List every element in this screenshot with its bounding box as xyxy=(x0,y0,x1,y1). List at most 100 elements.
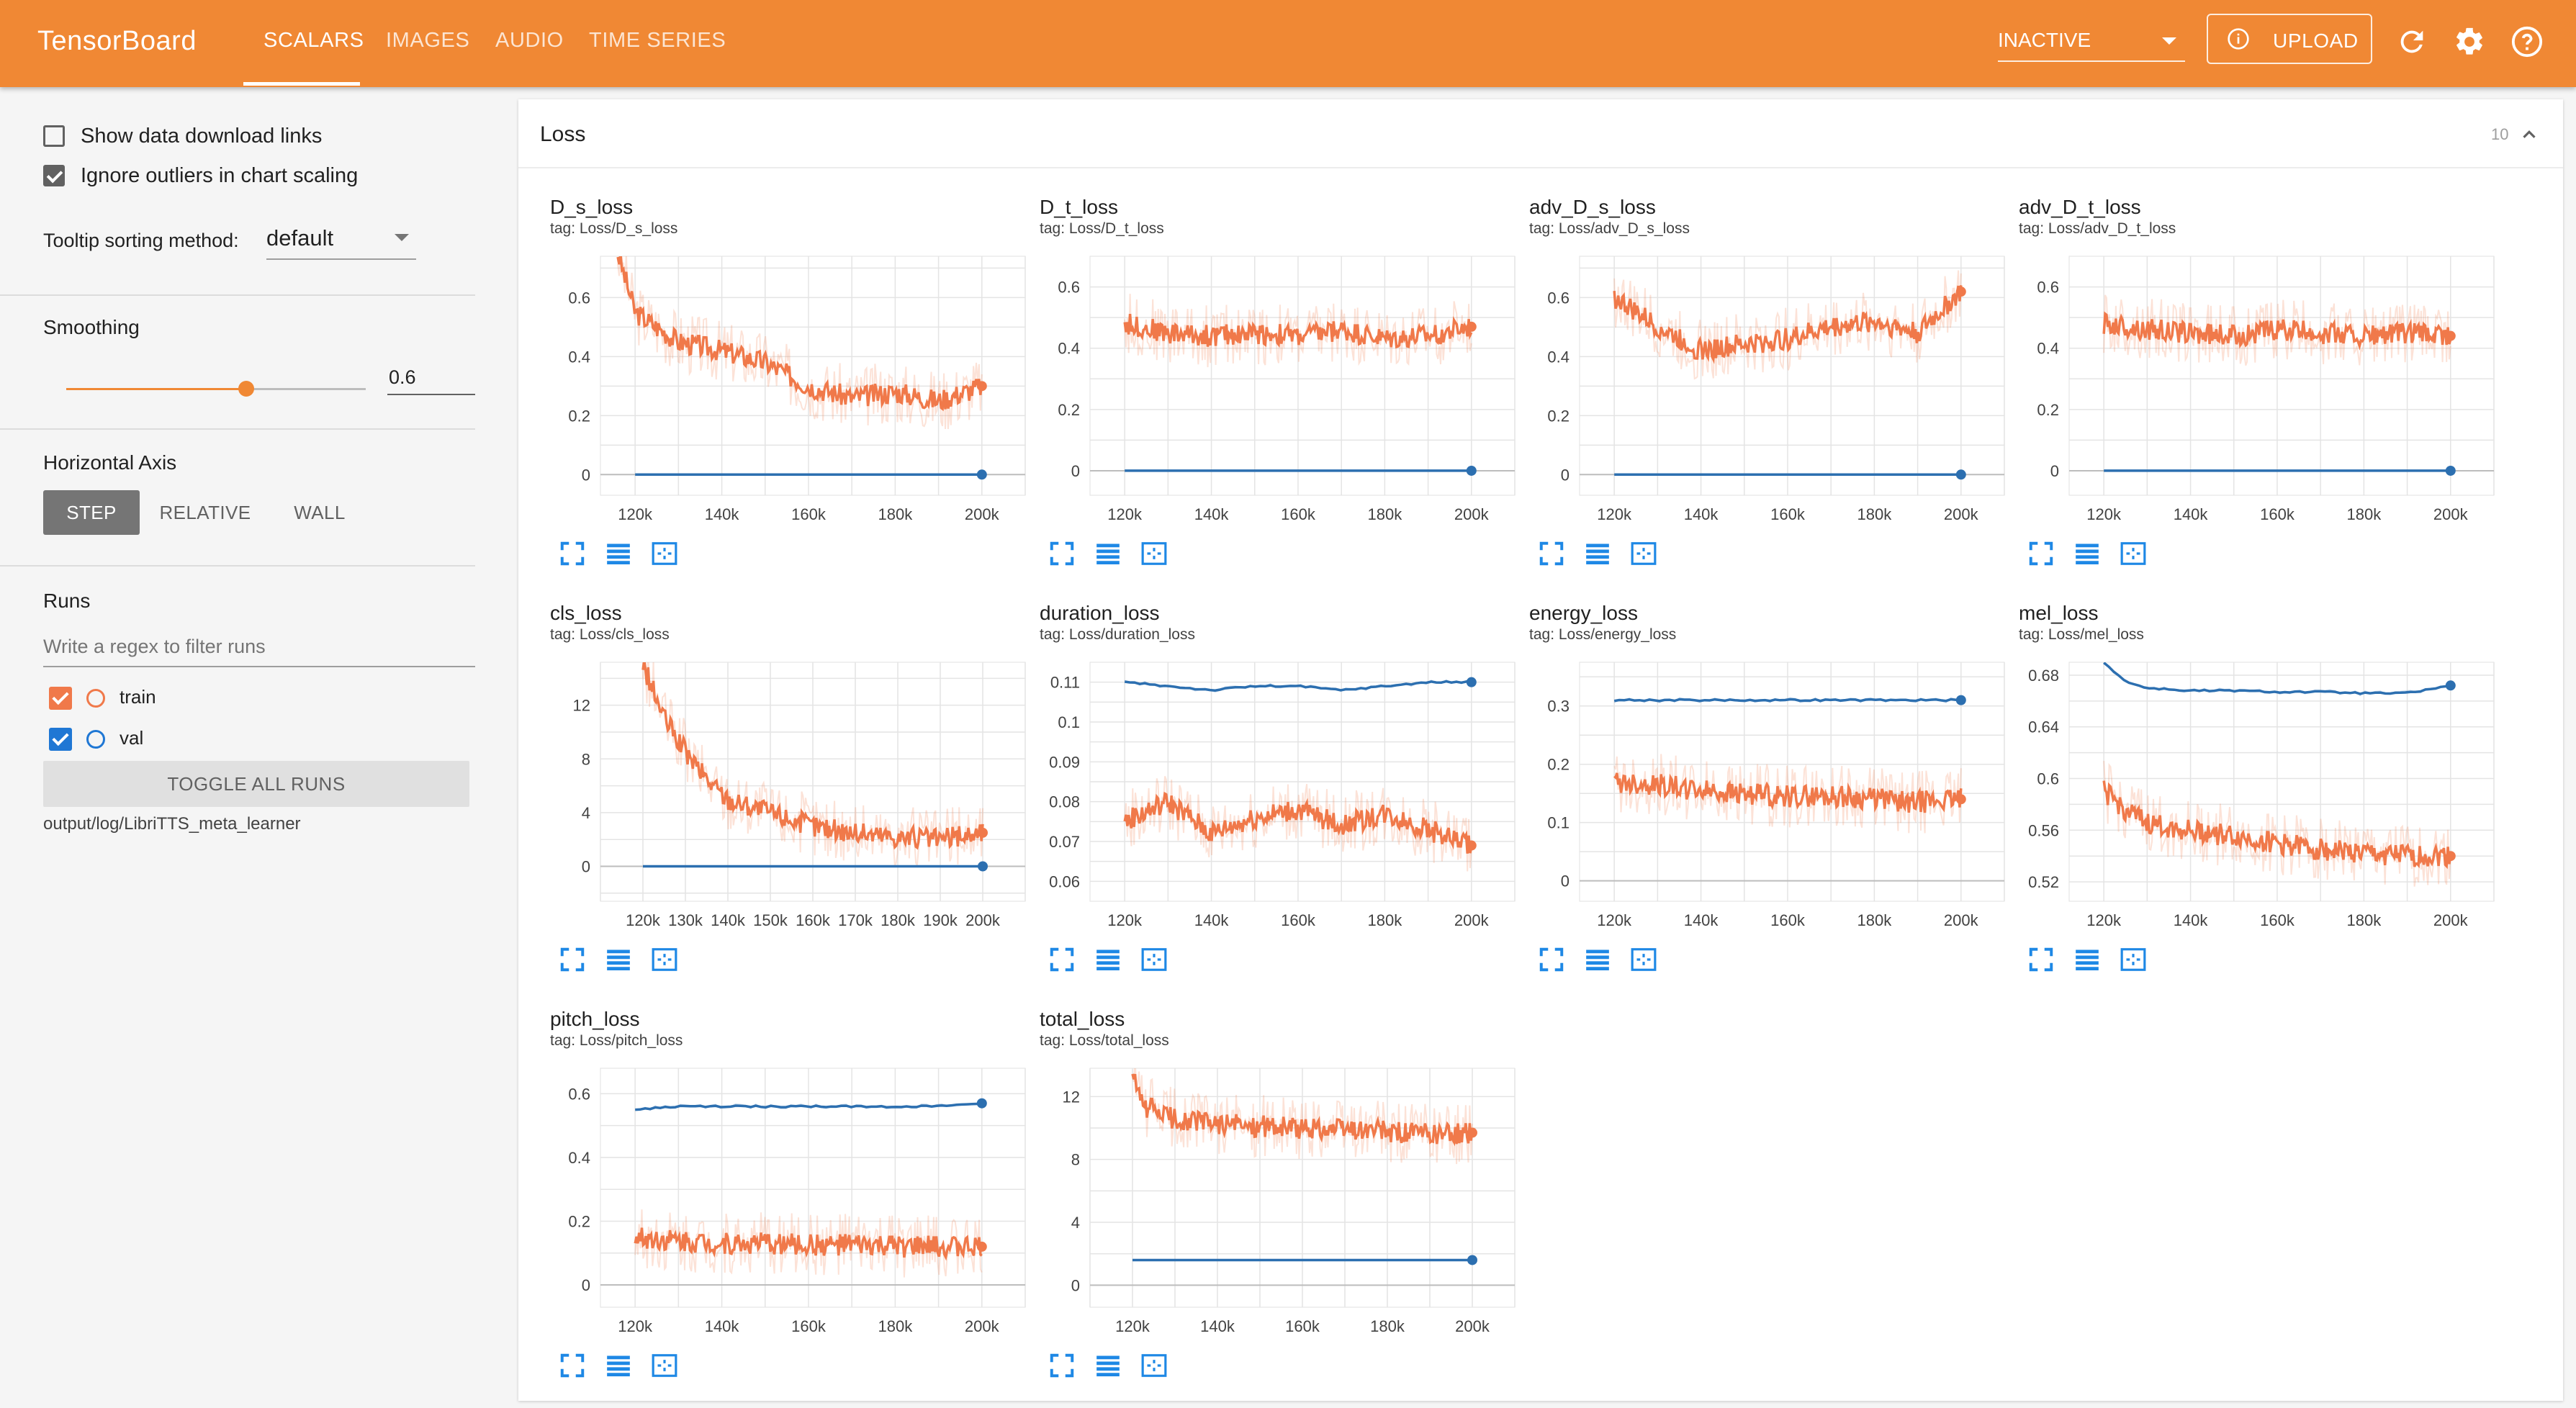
fit-domain-icon[interactable] xyxy=(1630,540,1657,567)
fit-domain-icon[interactable] xyxy=(651,1352,678,1379)
plot-area xyxy=(1579,256,2005,496)
group-count: 10 xyxy=(2491,125,2509,143)
fullscreen-icon[interactable] xyxy=(559,1352,586,1379)
run-val-color-icon xyxy=(86,730,105,749)
fit-domain-icon[interactable] xyxy=(651,540,678,567)
fullscreen-icon[interactable] xyxy=(1048,946,1076,973)
fit-domain-icon[interactable] xyxy=(2120,540,2147,567)
tab-scalars[interactable]: SCALARS xyxy=(264,29,364,52)
chart-D-t-loss: D_t_loss tag: Loss/D_t_loss 0 0.2 0.4 0.6 120k… xyxy=(1038,196,1516,596)
log-scale-list-icon[interactable] xyxy=(2073,946,2101,973)
x-tick-label: 140k xyxy=(705,1317,740,1335)
log-scale-list-icon[interactable] xyxy=(605,946,632,973)
tab-time-series[interactable]: TIME SERIES xyxy=(589,29,726,52)
chart-plot[interactable]: 0.52 0.56 0.6 0.64 0.68 120k 140k 160k 180k 200k xyxy=(2017,649,2507,937)
series-train-line xyxy=(1613,772,1963,813)
chart-title: adv_D_t_loss xyxy=(2019,196,2141,218)
card-header[interactable]: Loss 10 xyxy=(518,99,2563,168)
log-scale-list-icon[interactable] xyxy=(1584,946,1611,973)
x-tick-label: 200k xyxy=(1455,1317,1490,1335)
y-tick-label: 0 xyxy=(582,858,590,876)
chart-cls-loss: cls_loss tag: Loss/cls_loss 0 4 8 12 120k 130k 1… xyxy=(549,602,1026,1002)
settings-icon[interactable] xyxy=(2453,25,2486,58)
chart-title: adv_D_s_loss xyxy=(1529,196,1656,218)
chart-plot[interactable]: 0 0.2 0.4 0.6 120k 140k 160k 180k 200k xyxy=(1528,243,2017,531)
axis-step-button[interactable]: STEP xyxy=(43,490,140,535)
fit-domain-icon[interactable] xyxy=(2120,946,2147,973)
fit-domain-icon[interactable] xyxy=(1140,540,1168,567)
chart-plot[interactable]: 0 0.1 0.2 0.3 120k 140k 160k 180k 200k xyxy=(1528,649,2017,937)
chevron-up-icon[interactable] xyxy=(2518,124,2540,145)
chart-plot[interactable]: 0.06 0.07 0.08 0.09 0.1 0.11 120k 140k 160k 180k 2… xyxy=(1038,649,1528,937)
fit-domain-icon[interactable] xyxy=(651,946,678,973)
x-tick-label: 120k xyxy=(618,505,653,523)
x-tick-label: 180k xyxy=(2347,505,2382,523)
ignore-outliers-checkbox[interactable] xyxy=(43,165,65,186)
chart-plot[interactable]: 0 0.2 0.4 0.6 120k 140k 160k 180k 200k xyxy=(1038,243,1528,531)
log-scale-list-icon[interactable] xyxy=(1094,1352,1122,1379)
fullscreen-icon[interactable] xyxy=(1048,1352,1076,1379)
chart-tag: tag: Loss/adv_D_s_loss xyxy=(1529,220,1690,237)
help-icon[interactable] xyxy=(2510,25,2544,58)
upload-button[interactable]: UPLOAD xyxy=(2207,14,2372,64)
log-scale-list-icon[interactable] xyxy=(1094,946,1122,973)
top-app-bar: TensorBoard SCALARS IMAGES AUDIO TIME SE… xyxy=(0,0,2576,87)
chart-title: D_t_loss xyxy=(1040,196,1118,218)
tooltip-sorting-select[interactable]: default xyxy=(266,221,416,260)
series-train-end-point xyxy=(1955,794,1966,805)
slider-thumb[interactable] xyxy=(238,381,254,397)
chart-adv-D-s-loss: adv_D_s_loss tag: Loss/adv_D_s_loss 0 0.2 0.… xyxy=(1528,196,2005,596)
fullscreen-icon[interactable] xyxy=(1048,540,1076,567)
chart-tag: tag: Loss/D_s_loss xyxy=(550,220,678,237)
y-tick-label: 4 xyxy=(1071,1214,1080,1232)
series-train-line xyxy=(616,256,983,412)
toggle-all-runs-button[interactable]: TOGGLE ALL RUNS xyxy=(43,761,469,807)
fullscreen-icon[interactable] xyxy=(559,540,586,567)
divider xyxy=(0,428,475,430)
fullscreen-icon[interactable] xyxy=(1538,946,1565,973)
show-download-links-checkbox[interactable] xyxy=(43,125,65,147)
axis-relative-button[interactable]: RELATIVE xyxy=(159,502,251,523)
log-scale-list-icon[interactable] xyxy=(2073,540,2101,567)
log-scale-list-icon[interactable] xyxy=(1584,540,1611,567)
series-train-end-point xyxy=(1955,286,1966,297)
chart-plot[interactable]: 0 4 8 12 120k 130k 140k 150k 160k 170k 180k 190k 200… xyxy=(549,649,1038,937)
series-train-line xyxy=(1613,285,1963,364)
fit-domain-icon[interactable] xyxy=(1630,946,1657,973)
run-val-checkbox[interactable] xyxy=(49,728,72,751)
run-train-checkbox[interactable] xyxy=(49,687,72,710)
tab-audio[interactable]: AUDIO xyxy=(495,29,564,52)
chart-plot[interactable]: 0 0.2 0.4 0.6 120k 140k 160k 180k 200k xyxy=(549,1055,1038,1343)
runs-label: Runs xyxy=(43,590,91,612)
y-tick-label: 0 xyxy=(2050,462,2059,480)
fullscreen-icon[interactable] xyxy=(559,946,586,973)
sidebar: Show data download links Ignore outliers… xyxy=(0,87,510,1401)
series-train-raw-line xyxy=(1613,270,1962,380)
chart-plot[interactable]: 0 0.2 0.4 0.6 120k 140k 160k 180k 200k xyxy=(549,243,1038,531)
fit-domain-icon[interactable] xyxy=(1140,946,1168,973)
chart-plot[interactable]: 0 4 8 12 120k 140k 160k 180k 200k xyxy=(1038,1055,1528,1343)
fullscreen-icon[interactable] xyxy=(1538,540,1565,567)
smoothing-input[interactable]: 0.6 xyxy=(387,358,475,395)
x-tick-label: 180k xyxy=(1857,911,1893,929)
runs-filter-input[interactable]: Write a regex to filter runs xyxy=(43,633,475,667)
series-val-line xyxy=(1124,680,1472,692)
fullscreen-icon[interactable] xyxy=(2027,946,2055,973)
log-scale-list-icon[interactable] xyxy=(605,1352,632,1379)
smoothing-slider[interactable] xyxy=(66,375,366,404)
y-tick-label: 0 xyxy=(582,1276,590,1294)
refresh-icon[interactable] xyxy=(2395,25,2428,58)
fit-domain-icon[interactable] xyxy=(1140,1352,1168,1379)
status-select[interactable]: INACTIVE xyxy=(1998,26,2185,62)
fullscreen-icon[interactable] xyxy=(2027,540,2055,567)
y-tick-label: 0.68 xyxy=(2028,667,2059,685)
log-scale-list-icon[interactable] xyxy=(605,540,632,567)
chart-title: cls_loss xyxy=(550,602,622,624)
chart-plot[interactable]: 0 0.2 0.4 0.6 120k 140k 160k 180k 200k xyxy=(2017,243,2507,531)
axis-wall-button[interactable]: WALL xyxy=(294,502,346,523)
y-tick-label: 0.2 xyxy=(1058,401,1080,419)
log-scale-list-icon[interactable] xyxy=(1094,540,1122,567)
y-tick-label: 0.2 xyxy=(2037,401,2059,419)
y-tick-label: 0.2 xyxy=(568,1212,590,1230)
tab-images[interactable]: IMAGES xyxy=(386,29,470,52)
